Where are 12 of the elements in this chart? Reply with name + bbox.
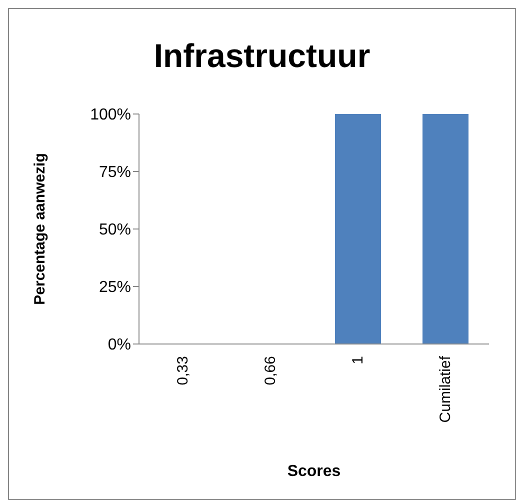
- x-tick-label: 0,66: [262, 356, 279, 386]
- x-tick-label: 0,33: [174, 356, 192, 386]
- x-tick-label: 1: [349, 356, 366, 364]
- x-axis-title: Scores: [287, 463, 341, 480]
- y-tick-label: 75%: [98, 164, 131, 182]
- x-tick-label: Cumilatief: [436, 355, 454, 423]
- y-tick-label: 100%: [90, 106, 131, 124]
- y-tick-label: 50%: [98, 222, 131, 239]
- y-tick-label: 25%: [98, 279, 131, 296]
- y-tick-label: 0%: [108, 336, 131, 354]
- chart-title: Infrastructuur: [152, 37, 372, 75]
- y-axis-title: Percentage aanwezig: [31, 153, 48, 305]
